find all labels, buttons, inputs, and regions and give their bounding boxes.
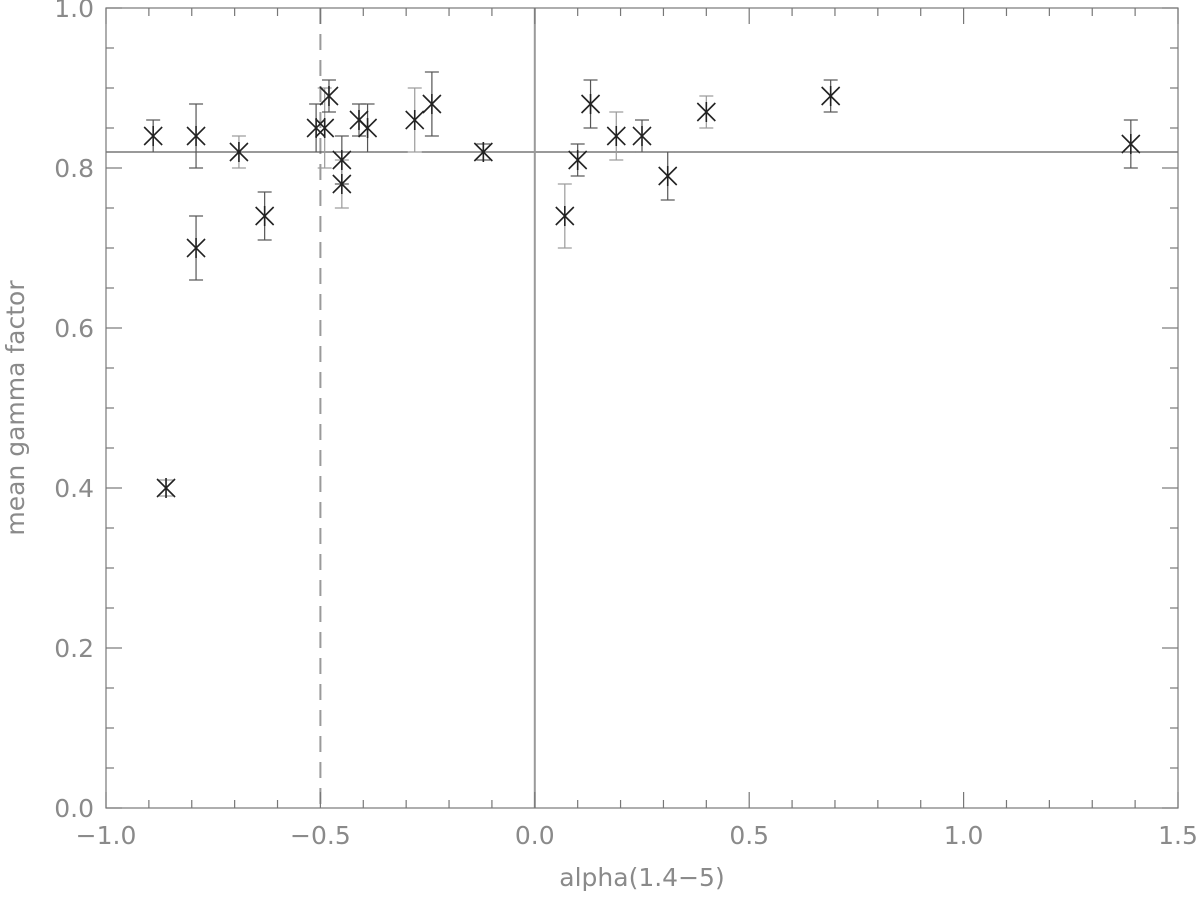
y-tick-label: 0.2 [54, 634, 94, 663]
y-tick-label: 0.0 [54, 794, 94, 823]
y-tick-label: 1.0 [54, 0, 94, 23]
y-axis-title: mean gamma factor [1, 280, 30, 536]
data-point [156, 478, 176, 498]
x-tick-label: −0.5 [290, 821, 351, 850]
data-point [632, 126, 652, 146]
axis-ticks [105, 7, 1179, 809]
data-point [422, 94, 442, 114]
data-point [306, 118, 326, 138]
data-markers [143, 86, 1141, 498]
data-point [315, 118, 335, 138]
data-point [255, 206, 275, 226]
data-point [405, 110, 425, 130]
data-point [658, 166, 678, 186]
data-point [358, 118, 378, 138]
data-point [186, 238, 206, 258]
data-point [568, 150, 588, 170]
data-point [606, 126, 626, 146]
y-tick-label: 0.6 [54, 314, 94, 343]
data-point [696, 102, 716, 122]
data-point [332, 174, 352, 194]
data-point [229, 142, 249, 162]
data-point [1121, 134, 1141, 154]
data-point [580, 94, 601, 114]
data-point [332, 150, 352, 170]
x-tick-label: 0.0 [515, 821, 555, 850]
data-point [473, 142, 493, 162]
x-tick-label: 0.5 [729, 821, 769, 850]
x-tick-label: −1.0 [76, 821, 137, 850]
y-tick-label: 0.4 [54, 474, 94, 503]
data-point [186, 126, 206, 146]
tick-labels: −1.0 −0.5 0.0 0.5 1.0 1.5 0.0 0.2 0.4 0.6 0.8 1.0 [54, 0, 1198, 850]
data-point [821, 86, 841, 106]
data-point [319, 86, 339, 106]
x-tick-label: 1.5 [1158, 821, 1198, 850]
data-point [143, 126, 163, 146]
x-tick-label: 1.0 [944, 821, 984, 850]
data-point [555, 206, 575, 226]
x-axis-title: alpha(1.4−5) [559, 863, 724, 892]
y-tick-label: 0.8 [54, 154, 94, 183]
